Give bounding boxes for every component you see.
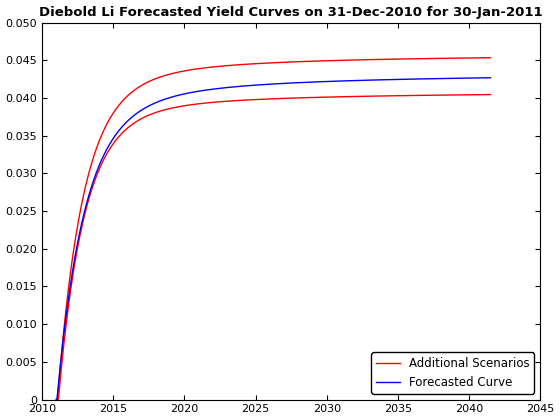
Forecasted Curve: [97, 159, 104, 164]
Forecasted Curve: [391, 77, 398, 82]
Legend: Additional Scenarios, Forecasted Curve: Additional Scenarios, Forecasted Curve: [371, 352, 534, 394]
Additional Scenarios: [228, 63, 235, 68]
Additional Scenarios: [97, 135, 104, 140]
Title: Diebold Li Forecasted Yield Curves on 31-Dec-2010 for 30-Jan-2011: Diebold Li Forecasted Yield Curves on 31…: [39, 5, 543, 18]
Forecasted Curve: [351, 78, 358, 83]
Forecasted Curve: [244, 83, 251, 88]
Line: Additional Scenarios: Additional Scenarios: [57, 58, 491, 399]
Line: Forecasted Curve: Forecasted Curve: [57, 78, 491, 399]
Forecasted Curve: [53, 397, 60, 402]
Additional Scenarios: [487, 55, 494, 60]
Forecasted Curve: [487, 75, 494, 80]
Additional Scenarios: [399, 56, 406, 61]
Forecasted Curve: [228, 84, 235, 89]
Additional Scenarios: [244, 62, 251, 67]
Forecasted Curve: [399, 77, 406, 82]
Additional Scenarios: [391, 57, 398, 62]
Additional Scenarios: [53, 397, 60, 402]
Additional Scenarios: [351, 58, 358, 63]
